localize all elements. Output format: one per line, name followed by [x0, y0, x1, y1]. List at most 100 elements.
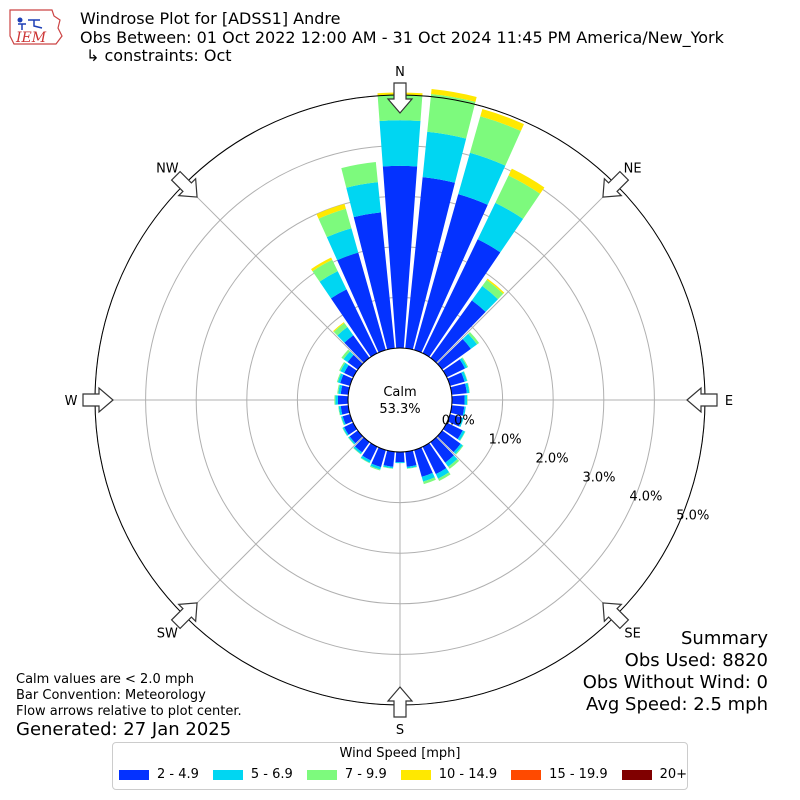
- direction-label: SW: [157, 627, 178, 642]
- radial-tick-label: 1.0%: [489, 432, 522, 447]
- windrose-bar-segment: [423, 477, 436, 485]
- windrose-bar-segment: [406, 466, 417, 469]
- windrose-bar-segment: [319, 271, 347, 299]
- note-calm-definition: Calm values are < 2.0 mph: [16, 672, 195, 687]
- legend-item: 5 - 6.9: [212, 767, 293, 782]
- windrose-bar-segment: [353, 446, 363, 455]
- windrose-bar-segment: [405, 450, 417, 467]
- windrose-bar-segment: [453, 443, 463, 454]
- windrose-bar-segment: [480, 108, 524, 132]
- note-flow-arrows: Flow arrows relative to plot center.: [16, 704, 242, 719]
- windrose-bar-segment: [341, 162, 378, 188]
- direction-label: SE: [624, 627, 640, 642]
- windrose-bar-segment: [318, 208, 352, 238]
- windrose-bar-segment: [341, 416, 346, 426]
- windrose-bar-segment: [427, 94, 476, 139]
- windrose-bar-segment: [340, 385, 350, 395]
- windrose-bar-segment: [462, 333, 478, 349]
- windrose-bar-segment: [383, 450, 395, 467]
- windrose-bar-segment: [459, 431, 466, 441]
- direction-arrow: [82, 386, 114, 414]
- windrose-bar-segment: [316, 203, 346, 219]
- windrose-bar-segment: [471, 286, 498, 312]
- windrose-bar-segment: [443, 422, 463, 440]
- windrose-bar-segment: [342, 427, 349, 436]
- chart-constraints: ↳ constraints: Oct: [86, 46, 232, 65]
- windrose-bar-segment: [414, 447, 433, 477]
- direction-arrow: [602, 170, 630, 198]
- legend-item: 15 - 19.9: [511, 767, 608, 782]
- grid-spoke: [436, 183, 617, 364]
- windrose-bar-segment: [437, 430, 461, 453]
- chart-title: Windrose Plot for [ADSS1] Andre: [80, 9, 341, 28]
- windrose-bar-segment: [458, 417, 464, 428]
- note-bar-convention: Bar Convention: Meteorology: [16, 688, 206, 703]
- legend-label: 10 - 14.9: [438, 767, 498, 782]
- radial-tick-label: 2.0%: [536, 451, 569, 466]
- windrose-bar-segment: [422, 239, 501, 357]
- windrose-bar-segment: [341, 349, 351, 360]
- windrose-bar-segment: [337, 252, 386, 353]
- grid-spoke: [436, 436, 617, 617]
- calm-label: Calm: [383, 385, 416, 400]
- windrose-bar-segment: [353, 447, 361, 455]
- legend-swatch: [511, 769, 542, 780]
- direction-arrow: [170, 170, 198, 198]
- summary-obs-used: Obs Used: 8820: [624, 650, 768, 671]
- summary-title: Summary: [681, 628, 768, 649]
- radial-tick-label: 3.0%: [582, 470, 615, 485]
- grid-spoke: [183, 436, 364, 617]
- windrose-bar-segment: [437, 339, 471, 370]
- windrose-bar-segment: [369, 465, 381, 471]
- windrose-bar-segment: [430, 300, 486, 363]
- windrose-bar-segment: [465, 382, 470, 394]
- windrose-bar-segment: [370, 463, 382, 470]
- windrose-bar-segment: [334, 395, 336, 405]
- windrose-bar-segment: [445, 455, 458, 467]
- windrose-bar-segment: [348, 436, 356, 445]
- windrose-bar-segment: [406, 465, 417, 469]
- radial-tick-label: 5.0%: [676, 508, 709, 523]
- windrose-bar-segment: [347, 354, 363, 370]
- windrose-bar-segment: [371, 447, 386, 468]
- legend-label: 15 - 19.9: [549, 767, 608, 782]
- legend-label: 5 - 6.9: [250, 767, 293, 782]
- summary-obs-without-wind: Obs Without Wind: 0: [582, 672, 768, 693]
- windrose-bar-segment: [461, 357, 469, 368]
- direction-label: NE: [624, 161, 642, 176]
- windrose-bar-segment: [383, 466, 394, 469]
- windrose-bar-segment: [343, 351, 354, 363]
- direction-arrow: [602, 602, 630, 630]
- windrose-bar-segment: [333, 322, 345, 332]
- windrose-bars: [311, 89, 545, 485]
- windrose-bar-segment: [340, 374, 353, 386]
- legend-swatch: [621, 769, 652, 780]
- windrose-bar-segment: [340, 405, 350, 415]
- windrose-bar-segment: [469, 116, 521, 166]
- windrose-bar-segment: [360, 455, 371, 463]
- windrose-bar-segment: [379, 120, 421, 167]
- windrose-bar-segment: [338, 384, 343, 394]
- windrose-bar-segment: [340, 416, 345, 426]
- windrose-bar-segment: [430, 437, 454, 463]
- windrose-bar-segment: [438, 472, 451, 481]
- windrose-bar-segment: [337, 373, 344, 384]
- windrose-bar-segment: [362, 443, 378, 461]
- summary-avg-speed: Avg Speed: 2.5 mph: [586, 694, 768, 715]
- windrose-bar-segment: [395, 451, 405, 463]
- windrose-bar-segment: [344, 422, 357, 435]
- windrose-bar-segment: [344, 335, 370, 363]
- legend-item: 10 - 14.9: [400, 767, 498, 782]
- radial-tick-label: 4.0%: [629, 489, 662, 504]
- legend-label: 7 - 9.9: [344, 767, 387, 782]
- windrose-bar-segment: [421, 472, 435, 482]
- windrose-bar-segment: [461, 371, 468, 382]
- windrose-bar-segment: [443, 359, 466, 378]
- windrose-bar-segment: [431, 89, 477, 102]
- windrose-bar-segment: [311, 257, 333, 272]
- iem-logo: IEM: [9, 9, 63, 46]
- windrose-bar-segment: [468, 331, 480, 345]
- legend-item: 20+: [621, 767, 687, 782]
- summary-box: Summary Obs Used: 8820 Obs Without Wind:…: [583, 628, 768, 716]
- windrose-bar-segment: [347, 437, 355, 445]
